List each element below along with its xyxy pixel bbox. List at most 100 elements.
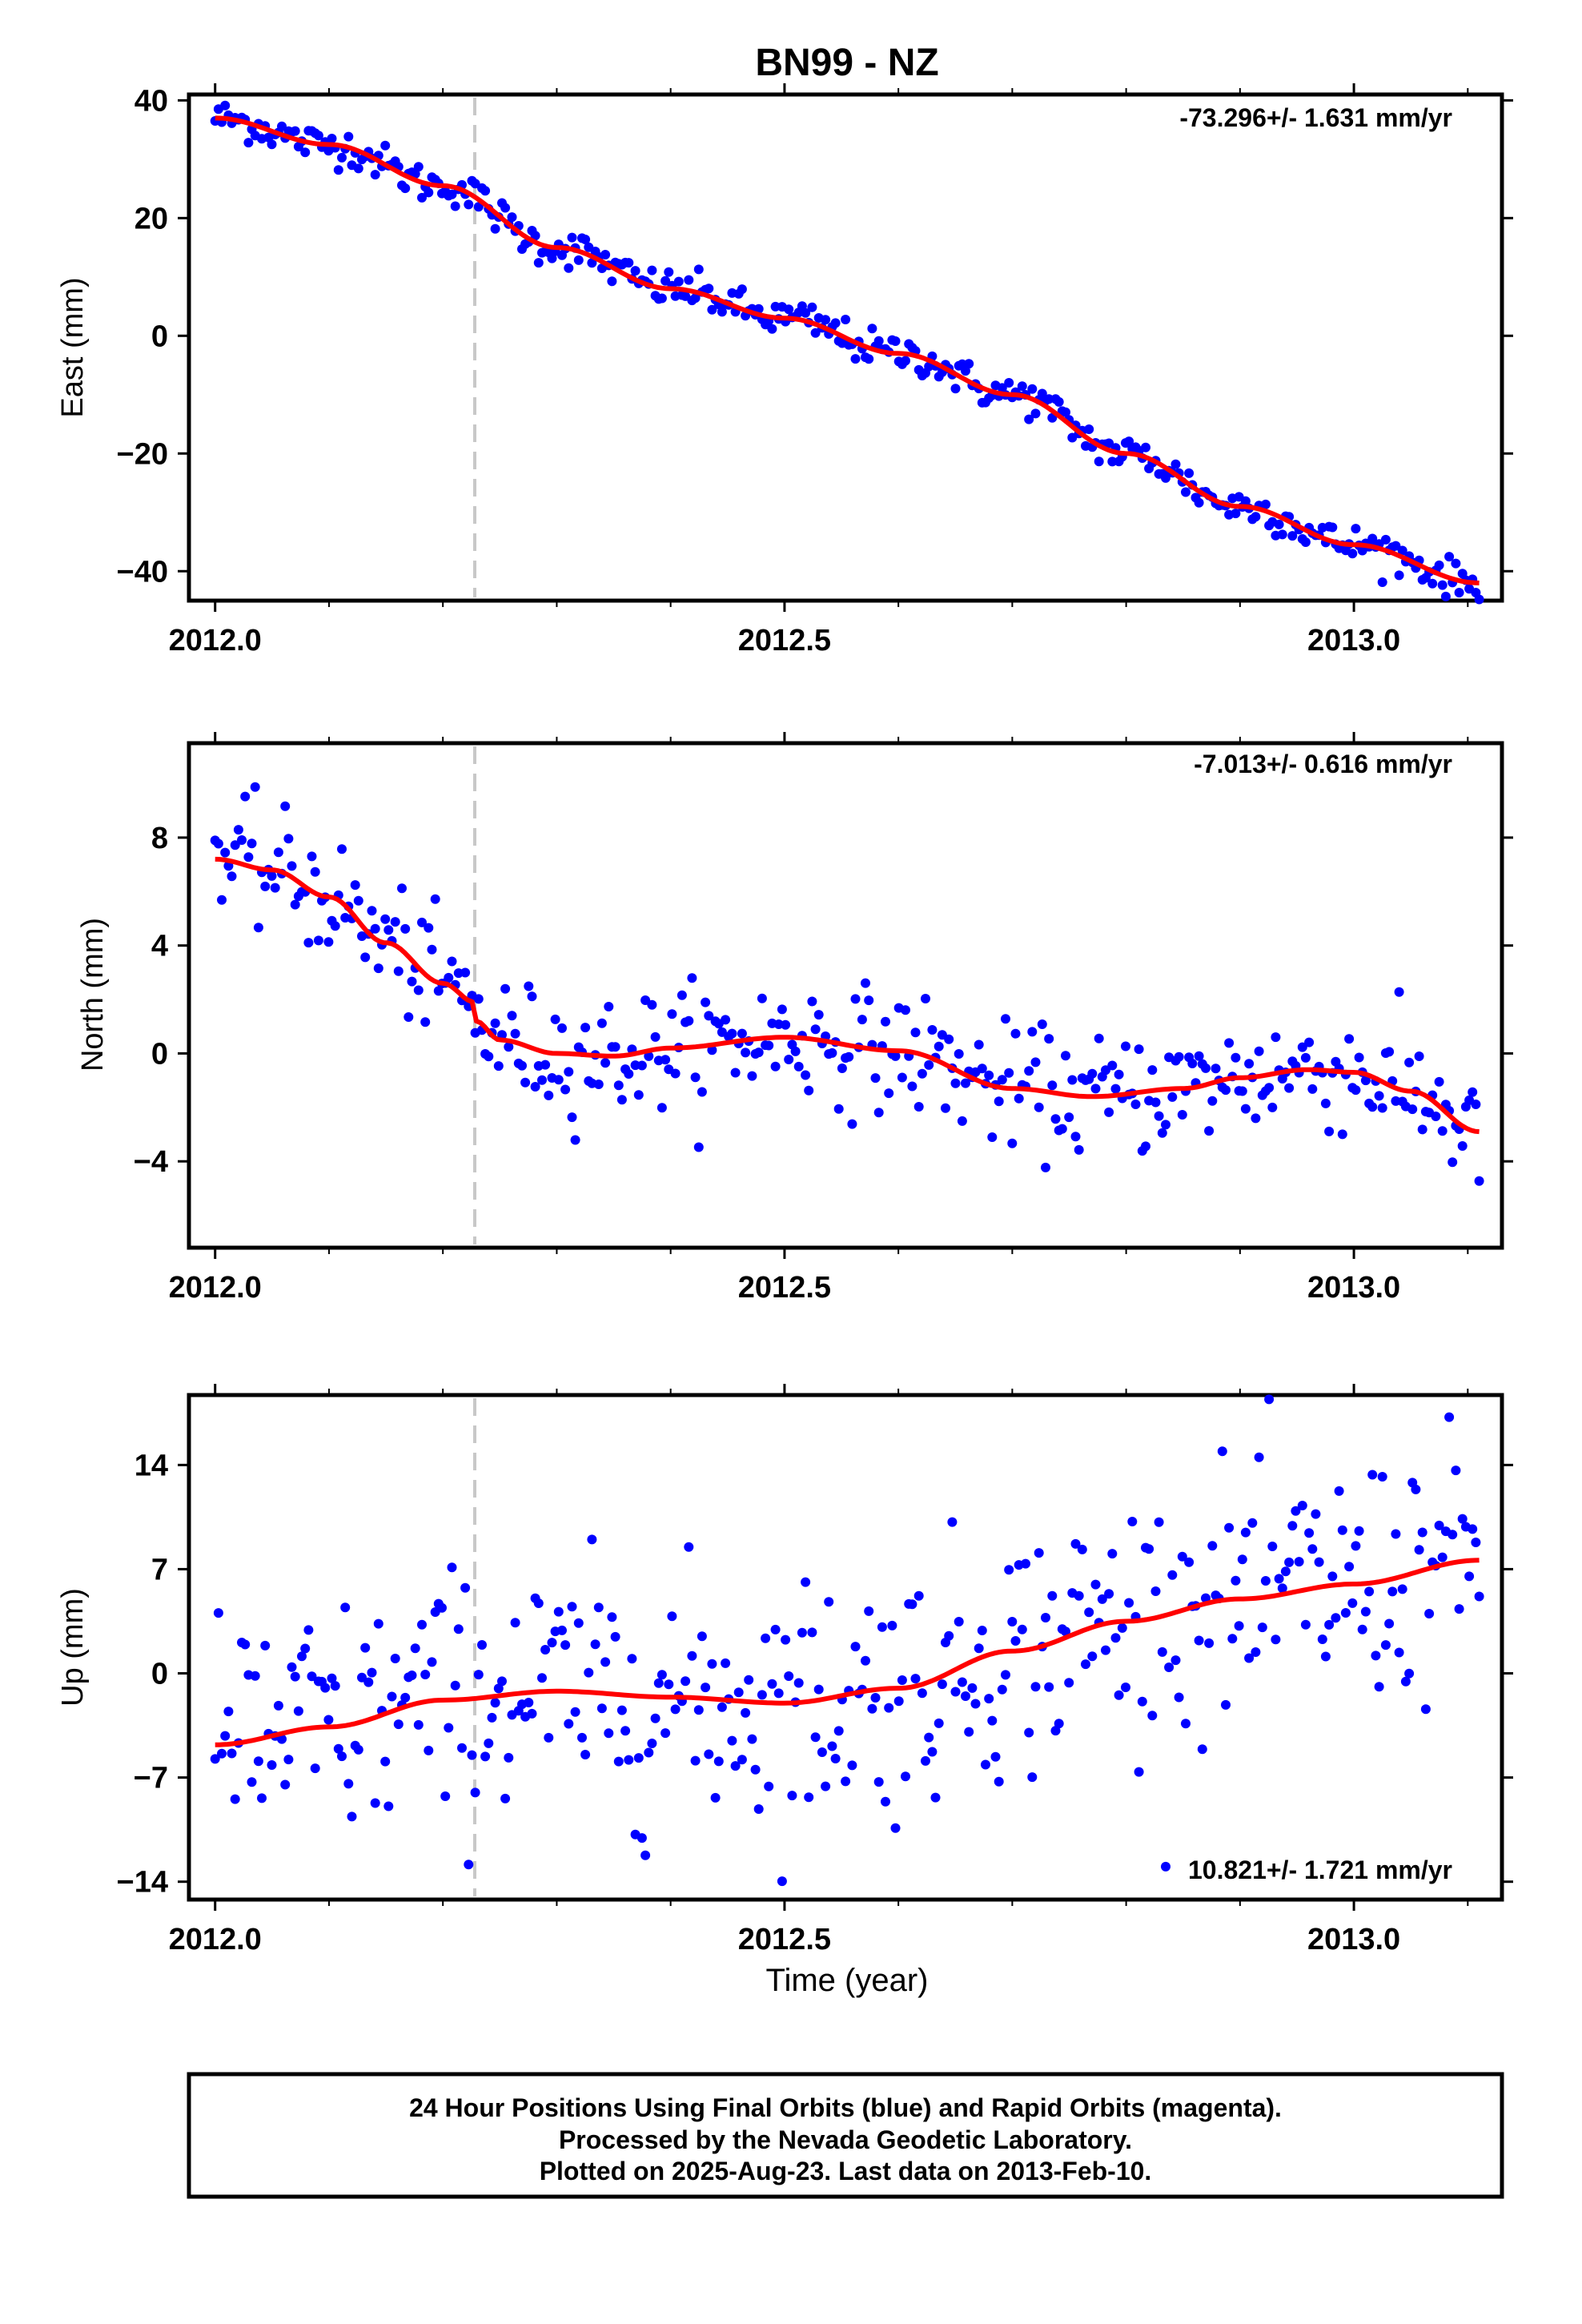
north-data-point: [1231, 1052, 1241, 1063]
up-data-point: [277, 1734, 287, 1744]
east-data-point: [950, 384, 961, 394]
up-data-point: [1327, 1571, 1338, 1582]
up-data-point: [1391, 1529, 1401, 1539]
north-data-point: [1134, 1044, 1144, 1055]
up-data-point: [1047, 1590, 1058, 1601]
east-data-point: [1061, 407, 1070, 417]
up-data-point: [310, 1763, 320, 1774]
up-data-point: [1371, 1651, 1381, 1661]
up-data-point: [577, 1732, 587, 1743]
up-data-point: [370, 1798, 380, 1808]
up-data-point: [464, 1860, 474, 1870]
up-data-point: [804, 1792, 814, 1803]
up-data-point: [964, 1727, 974, 1737]
up-data-point: [1274, 1574, 1284, 1584]
up-data-point: [664, 1679, 674, 1690]
east-data-point: [353, 163, 363, 174]
up-data-point: [1340, 1608, 1351, 1618]
up-data-point: [850, 1642, 861, 1652]
north-data-point: [721, 1015, 731, 1025]
up-data-point: [1344, 1562, 1355, 1572]
up-data-point: [393, 1719, 404, 1730]
up-data-point: [670, 1704, 681, 1715]
up-data-point: [1271, 1634, 1281, 1645]
up-data-point: [620, 1726, 631, 1736]
north-data-point: [243, 852, 254, 862]
east-data-point: [277, 121, 287, 131]
north-data-point: [233, 825, 243, 835]
east-data-point: [704, 283, 714, 294]
up-data-point: [580, 1750, 591, 1759]
north-data-point: [484, 1051, 494, 1062]
up-data-point: [540, 1645, 551, 1655]
north-data-point: [283, 834, 294, 844]
up-data-point: [924, 1732, 934, 1743]
up-data-point: [636, 1833, 647, 1844]
north-data-point: [1337, 1129, 1347, 1140]
up-data-point: [697, 1631, 707, 1642]
up-data-point: [1434, 1520, 1444, 1530]
north-data-point: [493, 1061, 504, 1072]
up-data-point: [1150, 1586, 1161, 1596]
up-data-point: [447, 1562, 457, 1573]
north-data-point: [741, 1047, 751, 1058]
east-data-point: [1231, 509, 1241, 519]
north-data-point: [957, 1116, 967, 1126]
up-data-point: [687, 1651, 697, 1661]
up-data-point: [343, 1779, 354, 1789]
north-data-point: [1221, 1085, 1231, 1096]
up-data-point: [830, 1754, 841, 1763]
up-data-point: [1244, 1653, 1255, 1663]
north-data-point: [1177, 1110, 1187, 1120]
up-y-tick-label: −14: [117, 1866, 168, 1900]
up-data-point: [633, 1753, 644, 1763]
north-data-point: [1007, 1138, 1018, 1148]
up-data-point: [1044, 1682, 1054, 1692]
north-data-point: [730, 1068, 741, 1078]
east-data-point: [1327, 522, 1338, 533]
up-data-point: [1134, 1767, 1144, 1777]
up-data-point: [701, 1683, 711, 1693]
up-data-point: [570, 1707, 580, 1717]
up-data-point: [223, 1707, 234, 1717]
footer-line-2: Processed by the Nevada Geodetic Laborat…: [559, 2125, 1132, 2154]
north-data-point: [380, 914, 391, 924]
up-data-point: [1354, 1526, 1364, 1536]
up-data-point: [757, 1690, 767, 1700]
up-data-point: [1317, 1634, 1327, 1644]
north-data-point: [833, 1104, 844, 1114]
up-data-point: [1234, 1621, 1244, 1631]
up-data-point: [994, 1776, 1004, 1787]
east-data-point: [801, 308, 811, 318]
up-data-point: [1231, 1575, 1241, 1586]
north-data-point: [941, 1103, 950, 1113]
north-data-point: [1074, 1144, 1084, 1155]
north-data-point: [616, 1095, 627, 1105]
up-data-point: [320, 1683, 331, 1693]
north-data-point: [524, 981, 534, 991]
up-data-point: [827, 1741, 837, 1751]
north-data-point: [1030, 1057, 1041, 1068]
east-y-tick-label: −20: [117, 437, 168, 471]
up-data-point: [410, 1643, 420, 1654]
up-data-point: [881, 1796, 890, 1807]
up-data-point: [1314, 1557, 1324, 1567]
east-data-point: [1170, 459, 1181, 469]
north-rate-label: -7.013+/- 0.616 mm/yr: [1194, 750, 1452, 778]
east-data-point: [656, 293, 667, 304]
east-data-point: [480, 186, 491, 196]
up-data-point: [1360, 1606, 1371, 1617]
up-data-point: [1411, 1484, 1421, 1494]
east-data-point: [1094, 456, 1104, 467]
up-data-point: [753, 1804, 764, 1814]
east-data-point: [587, 258, 597, 268]
north-data-point: [961, 1078, 970, 1088]
north-data-point: [864, 995, 874, 1006]
north-x-tick-label: 2012.0: [169, 1271, 262, 1305]
east-data-point: [661, 275, 671, 286]
north-data-point: [697, 1087, 707, 1097]
north-data-point: [1304, 1037, 1315, 1047]
up-data-point: [1027, 1772, 1038, 1783]
up-data-point: [527, 1708, 537, 1719]
